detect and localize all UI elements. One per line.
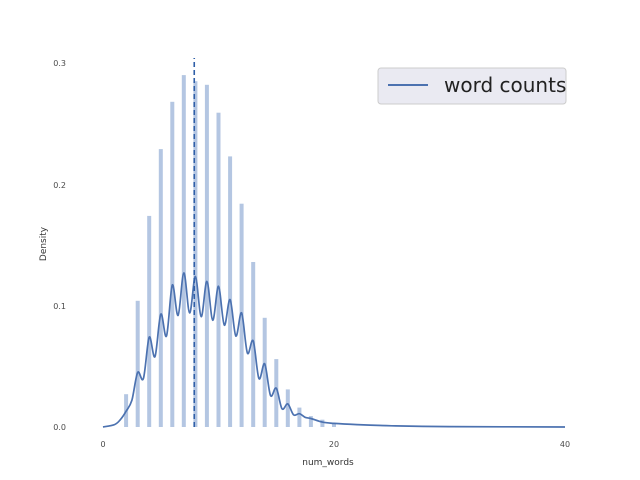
x-axis-label: num_words	[302, 458, 354, 468]
histogram-bar	[158, 149, 163, 427]
histogram-bar	[285, 389, 290, 427]
legend: word counts	[377, 67, 567, 105]
histogram-bar	[204, 84, 209, 428]
x-axis: 0 20 40 num_words	[100, 440, 570, 468]
histogram-bar	[135, 300, 140, 427]
histogram-bar	[170, 101, 175, 428]
histogram-bar	[147, 215, 152, 427]
histogram-bar	[228, 156, 233, 427]
x-tick-label: 40	[560, 440, 570, 449]
histogram-bar	[216, 112, 221, 427]
histogram-bar	[320, 419, 325, 427]
histogram-bar	[274, 359, 279, 427]
legend-label: word counts	[444, 73, 566, 97]
histogram-bar	[193, 81, 198, 427]
legend-box	[377, 67, 567, 105]
y-tick-label: 0.0	[53, 423, 66, 432]
y-tick-label: 0.2	[53, 181, 66, 190]
y-tick-label: 0.1	[53, 302, 66, 311]
histogram-bar	[297, 407, 302, 427]
histogram-bar	[332, 423, 336, 427]
histogram-bar	[308, 416, 313, 427]
x-tick-label: 20	[329, 440, 339, 449]
histogram-bar	[262, 317, 267, 427]
y-tick-label: 0.3	[53, 59, 66, 68]
histogram-bars	[124, 75, 336, 428]
y-axis-label: Density	[39, 226, 49, 261]
kde-line	[102, 272, 566, 428]
y-axis: 0.0 0.1 0.2 0.3 Density	[39, 59, 66, 432]
x-tick-label: 0	[100, 440, 105, 449]
histogram-bar	[181, 75, 186, 427]
